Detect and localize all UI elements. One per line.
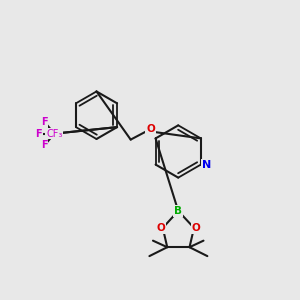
Text: B: B <box>174 206 182 216</box>
Text: O: O <box>146 124 155 134</box>
Text: F: F <box>41 140 48 151</box>
Text: CF₃: CF₃ <box>46 129 62 139</box>
Text: O: O <box>156 223 165 233</box>
Text: F: F <box>35 129 42 139</box>
Text: N: N <box>202 160 211 170</box>
Text: F: F <box>41 117 48 127</box>
Text: O: O <box>192 223 201 233</box>
